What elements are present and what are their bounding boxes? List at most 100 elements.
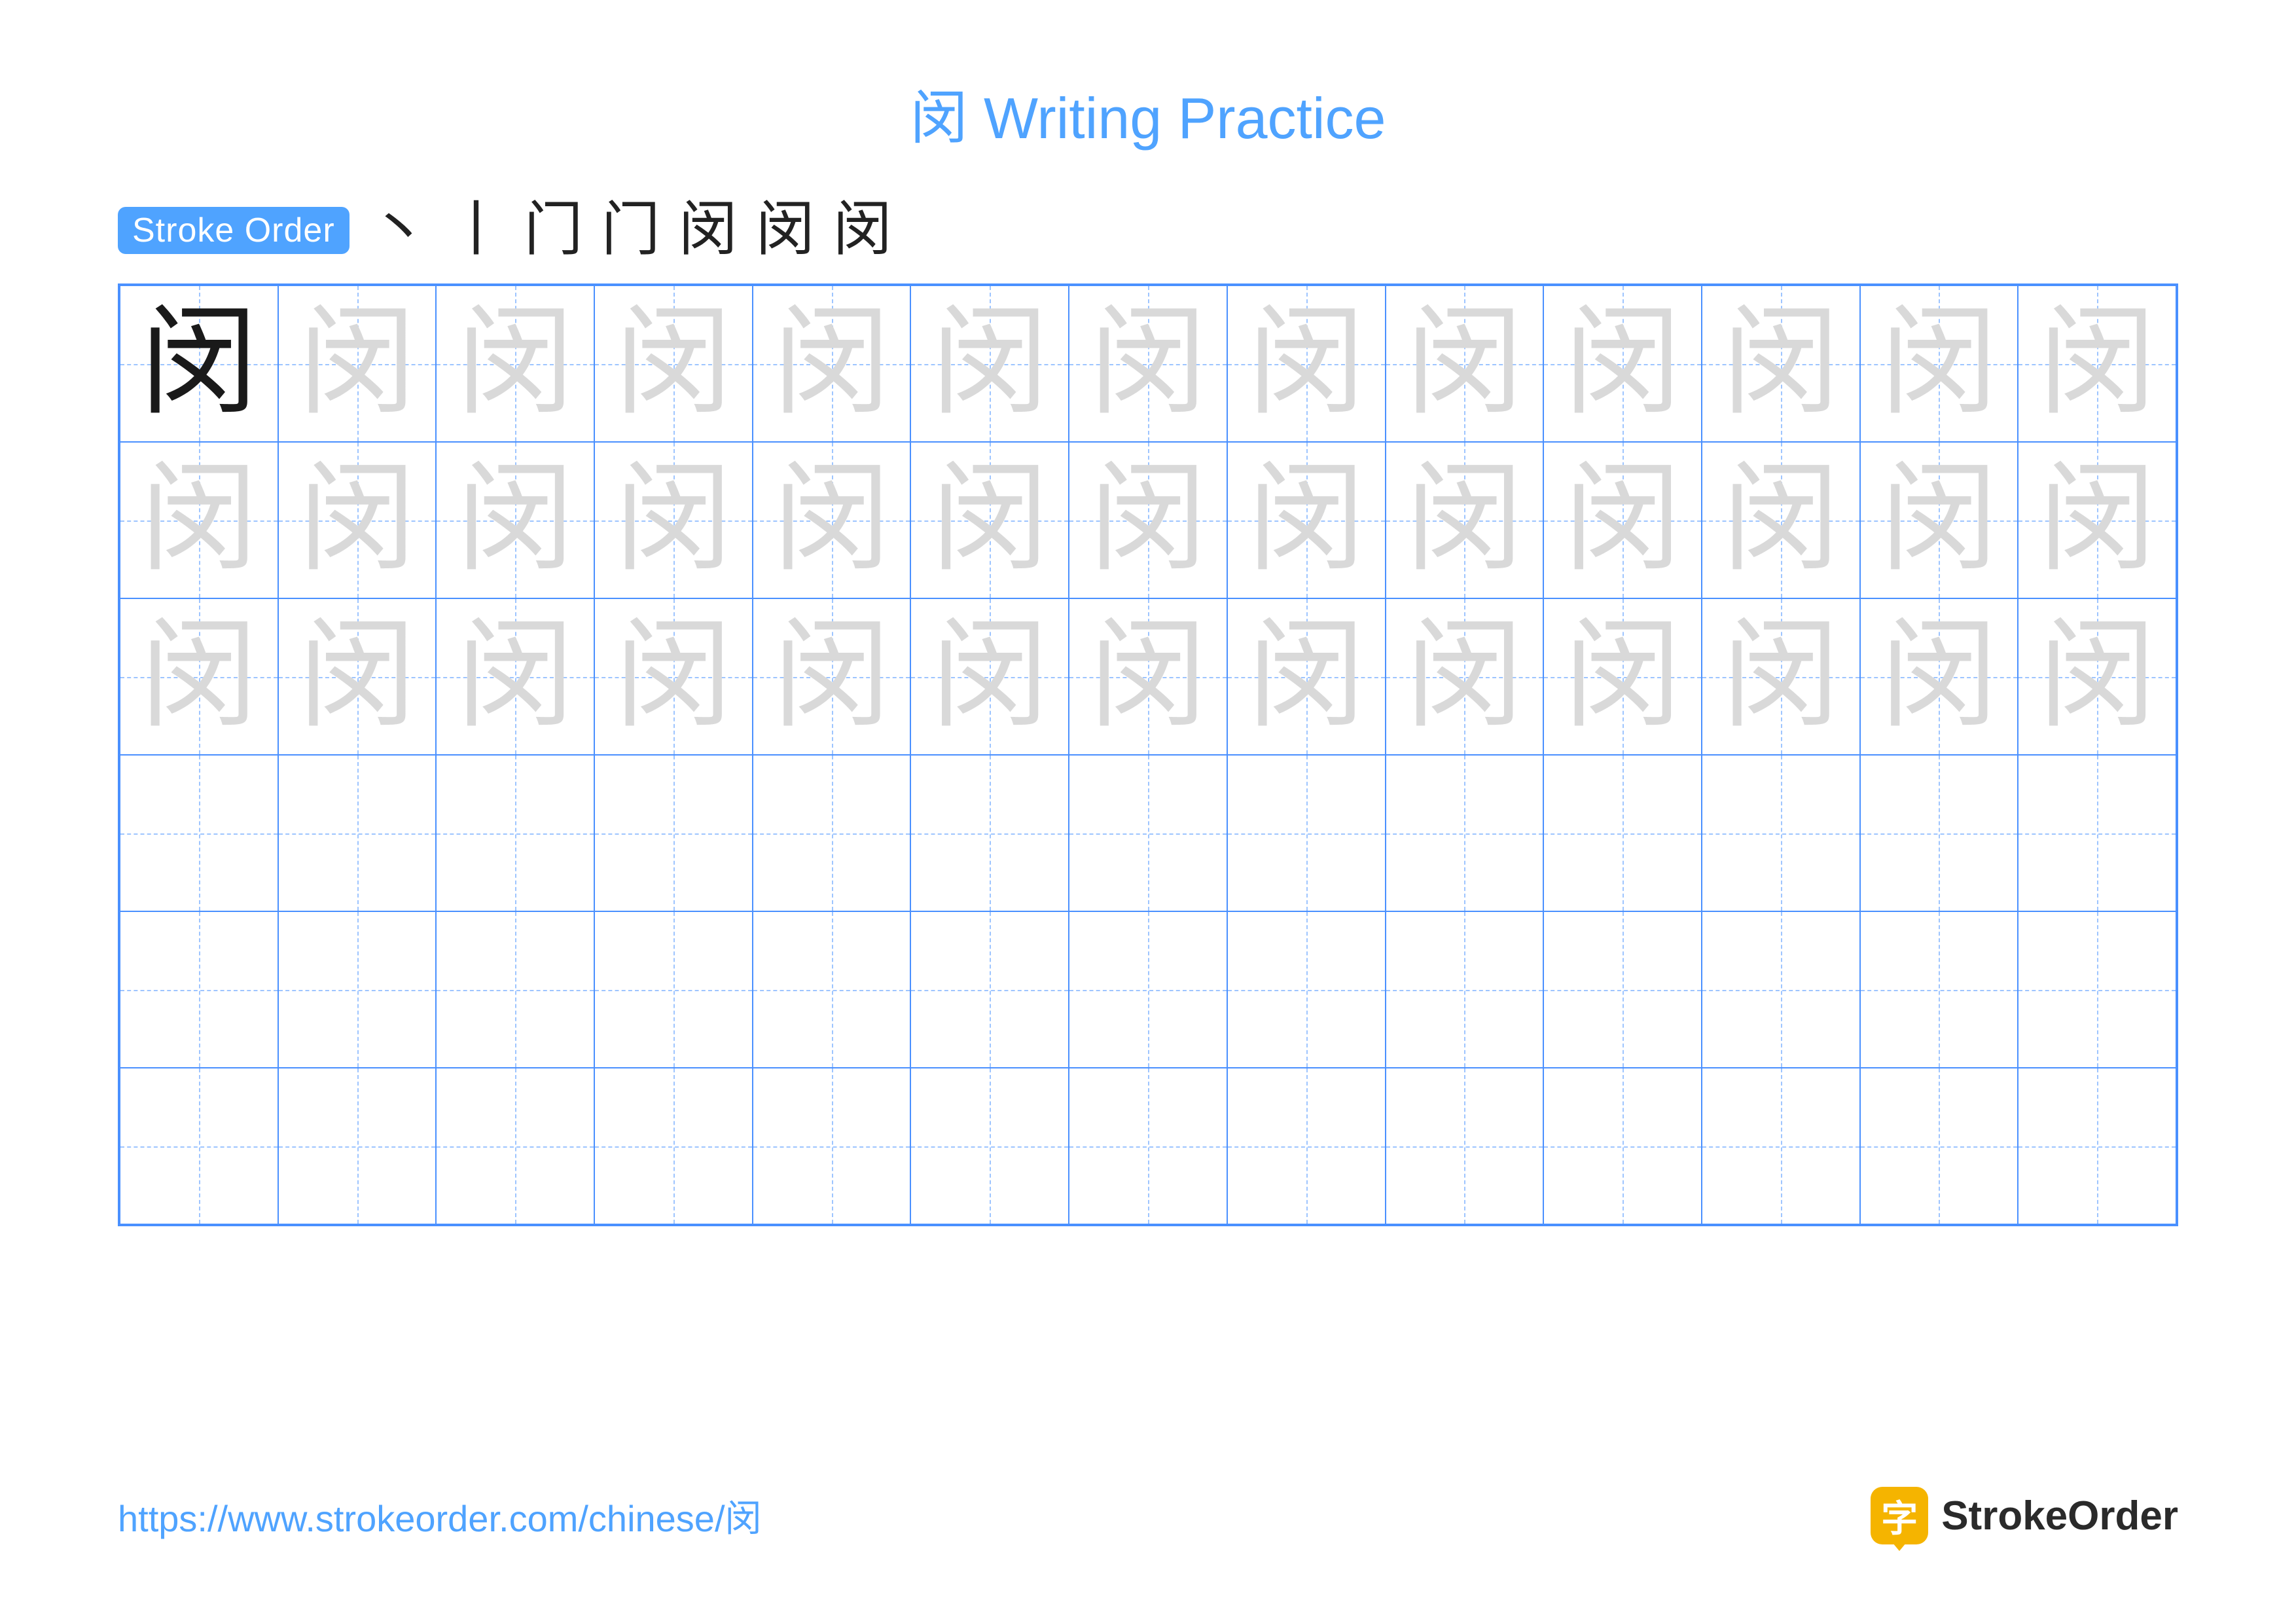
grid-cell: 闵 [1702, 442, 1860, 598]
grid-cell: 闵 [594, 442, 753, 598]
practice-char: 闵 [773, 305, 891, 423]
grid-cell [1386, 1068, 1544, 1224]
grid-cell [1702, 911, 1860, 1068]
grid-cell [278, 1068, 437, 1224]
stroke-step: 闵 [753, 201, 818, 260]
grid-cell: 闵 [1386, 598, 1544, 755]
stroke-step: 丨 [444, 201, 509, 260]
grid-cell: 闵 [2018, 285, 2176, 442]
grid-cell [910, 911, 1069, 1068]
stroke-step: 闵 [675, 201, 741, 260]
stroke-step: 丶 [367, 201, 432, 260]
practice-char: 闵 [298, 462, 416, 579]
grid-cell: 闵 [1860, 442, 2018, 598]
grid-cell [753, 755, 911, 911]
grid-cell: 闵 [278, 285, 437, 442]
grid-cell: 闵 [1386, 442, 1544, 598]
practice-char: 闵 [2038, 305, 2156, 423]
practice-char: 闵 [615, 462, 732, 579]
grid-cell [1069, 1068, 1227, 1224]
grid-cell [753, 1068, 911, 1224]
grid-cell: 闵 [910, 442, 1069, 598]
grid-cell: 闵 [278, 442, 437, 598]
grid-cell: 闵 [436, 285, 594, 442]
practice-char: 闵 [2038, 462, 2156, 579]
grid-cell: 闵 [753, 442, 911, 598]
stroke-order-badge: Stroke Order [118, 207, 350, 254]
grid-cell: 闵 [753, 598, 911, 755]
grid-cell [436, 755, 594, 911]
grid-cell [1227, 1068, 1386, 1224]
logo-icon: 字 [1871, 1487, 1928, 1544]
practice-char: 闵 [931, 462, 1049, 579]
logo-text: StrokeOrder [1941, 1493, 2178, 1539]
practice-char: 闵 [1247, 305, 1365, 423]
practice-char: 闵 [1405, 462, 1523, 579]
grid-cell: 闵 [1227, 285, 1386, 442]
grid-cell [910, 755, 1069, 911]
practice-char: 闵 [1564, 462, 1681, 579]
grid-cell [1386, 755, 1544, 911]
practice-char: 闵 [1722, 462, 1840, 579]
grid-cell [594, 1068, 753, 1224]
practice-char: 闵 [1089, 618, 1207, 736]
grid-cell: 闵 [2018, 598, 2176, 755]
practice-char: 闵 [1247, 462, 1365, 579]
practice-char: 闵 [931, 305, 1049, 423]
stroke-order-row: Stroke Order 丶丨门门闵闵闵 [118, 201, 2178, 260]
practice-grid: 闵闵闵闵闵闵闵闵闵闵闵闵闵闵闵闵闵闵闵闵闵闵闵闵闵闵闵闵闵闵闵闵闵闵闵闵闵闵闵 [118, 283, 2178, 1226]
grid-cell [278, 911, 437, 1068]
grid-cell: 闵 [1860, 598, 2018, 755]
practice-char: 闵 [456, 618, 574, 736]
grid-cell: 闵 [753, 285, 911, 442]
practice-char: 闵 [1247, 618, 1365, 736]
grid-cell [1860, 911, 2018, 1068]
grid-cell [1227, 755, 1386, 911]
grid-cell: 闵 [278, 598, 437, 755]
practice-char: 闵 [456, 305, 574, 423]
grid-cell [120, 755, 278, 911]
grid-cell: 闵 [120, 285, 278, 442]
stroke-steps: 丶丨门门闵闵闵 [367, 201, 895, 260]
grid-cell [2018, 755, 2176, 911]
grid-cell: 闵 [120, 442, 278, 598]
grid-cell [2018, 1068, 2176, 1224]
grid-cell: 闵 [1543, 598, 1702, 755]
grid-cell [278, 755, 437, 911]
grid-cell [1069, 911, 1227, 1068]
practice-char: 闵 [456, 462, 574, 579]
practice-char: 闵 [298, 618, 416, 736]
practice-char: 闵 [1564, 305, 1681, 423]
grid-cell [120, 911, 278, 1068]
stroke-step: 门 [521, 201, 586, 260]
practice-char: 闵 [298, 305, 416, 423]
source-url[interactable]: https://www.strokeorder.com/chinese/闵 [118, 1489, 762, 1542]
practice-char: 闵 [1722, 618, 1840, 736]
grid-cell [1543, 755, 1702, 911]
practice-char: 闵 [615, 618, 732, 736]
stroke-step: 门 [598, 201, 664, 260]
title-char: 闵 [910, 86, 967, 151]
grid-cell: 闵 [1386, 285, 1544, 442]
practice-char: 闵 [773, 462, 891, 579]
practice-char: 闵 [773, 618, 891, 736]
grid-cell: 闵 [910, 598, 1069, 755]
grid-cell [436, 911, 594, 1068]
grid-cell [753, 911, 911, 1068]
grid-cell: 闵 [594, 598, 753, 755]
grid-cell [594, 755, 753, 911]
grid-cell [1860, 755, 2018, 911]
grid-cell [1702, 755, 1860, 911]
grid-cell [436, 1068, 594, 1224]
practice-char: 闵 [931, 618, 1049, 736]
practice-char: 闵 [140, 462, 258, 579]
grid-cell: 闵 [1227, 442, 1386, 598]
grid-cell [1386, 911, 1544, 1068]
grid-cell: 闵 [436, 598, 594, 755]
practice-char: 闵 [1089, 305, 1207, 423]
grid-cell: 闵 [1227, 598, 1386, 755]
practice-char: 闵 [1722, 305, 1840, 423]
grid-cell: 闵 [1860, 285, 2018, 442]
grid-cell: 闵 [1702, 285, 1860, 442]
grid-cell [910, 1068, 1069, 1224]
